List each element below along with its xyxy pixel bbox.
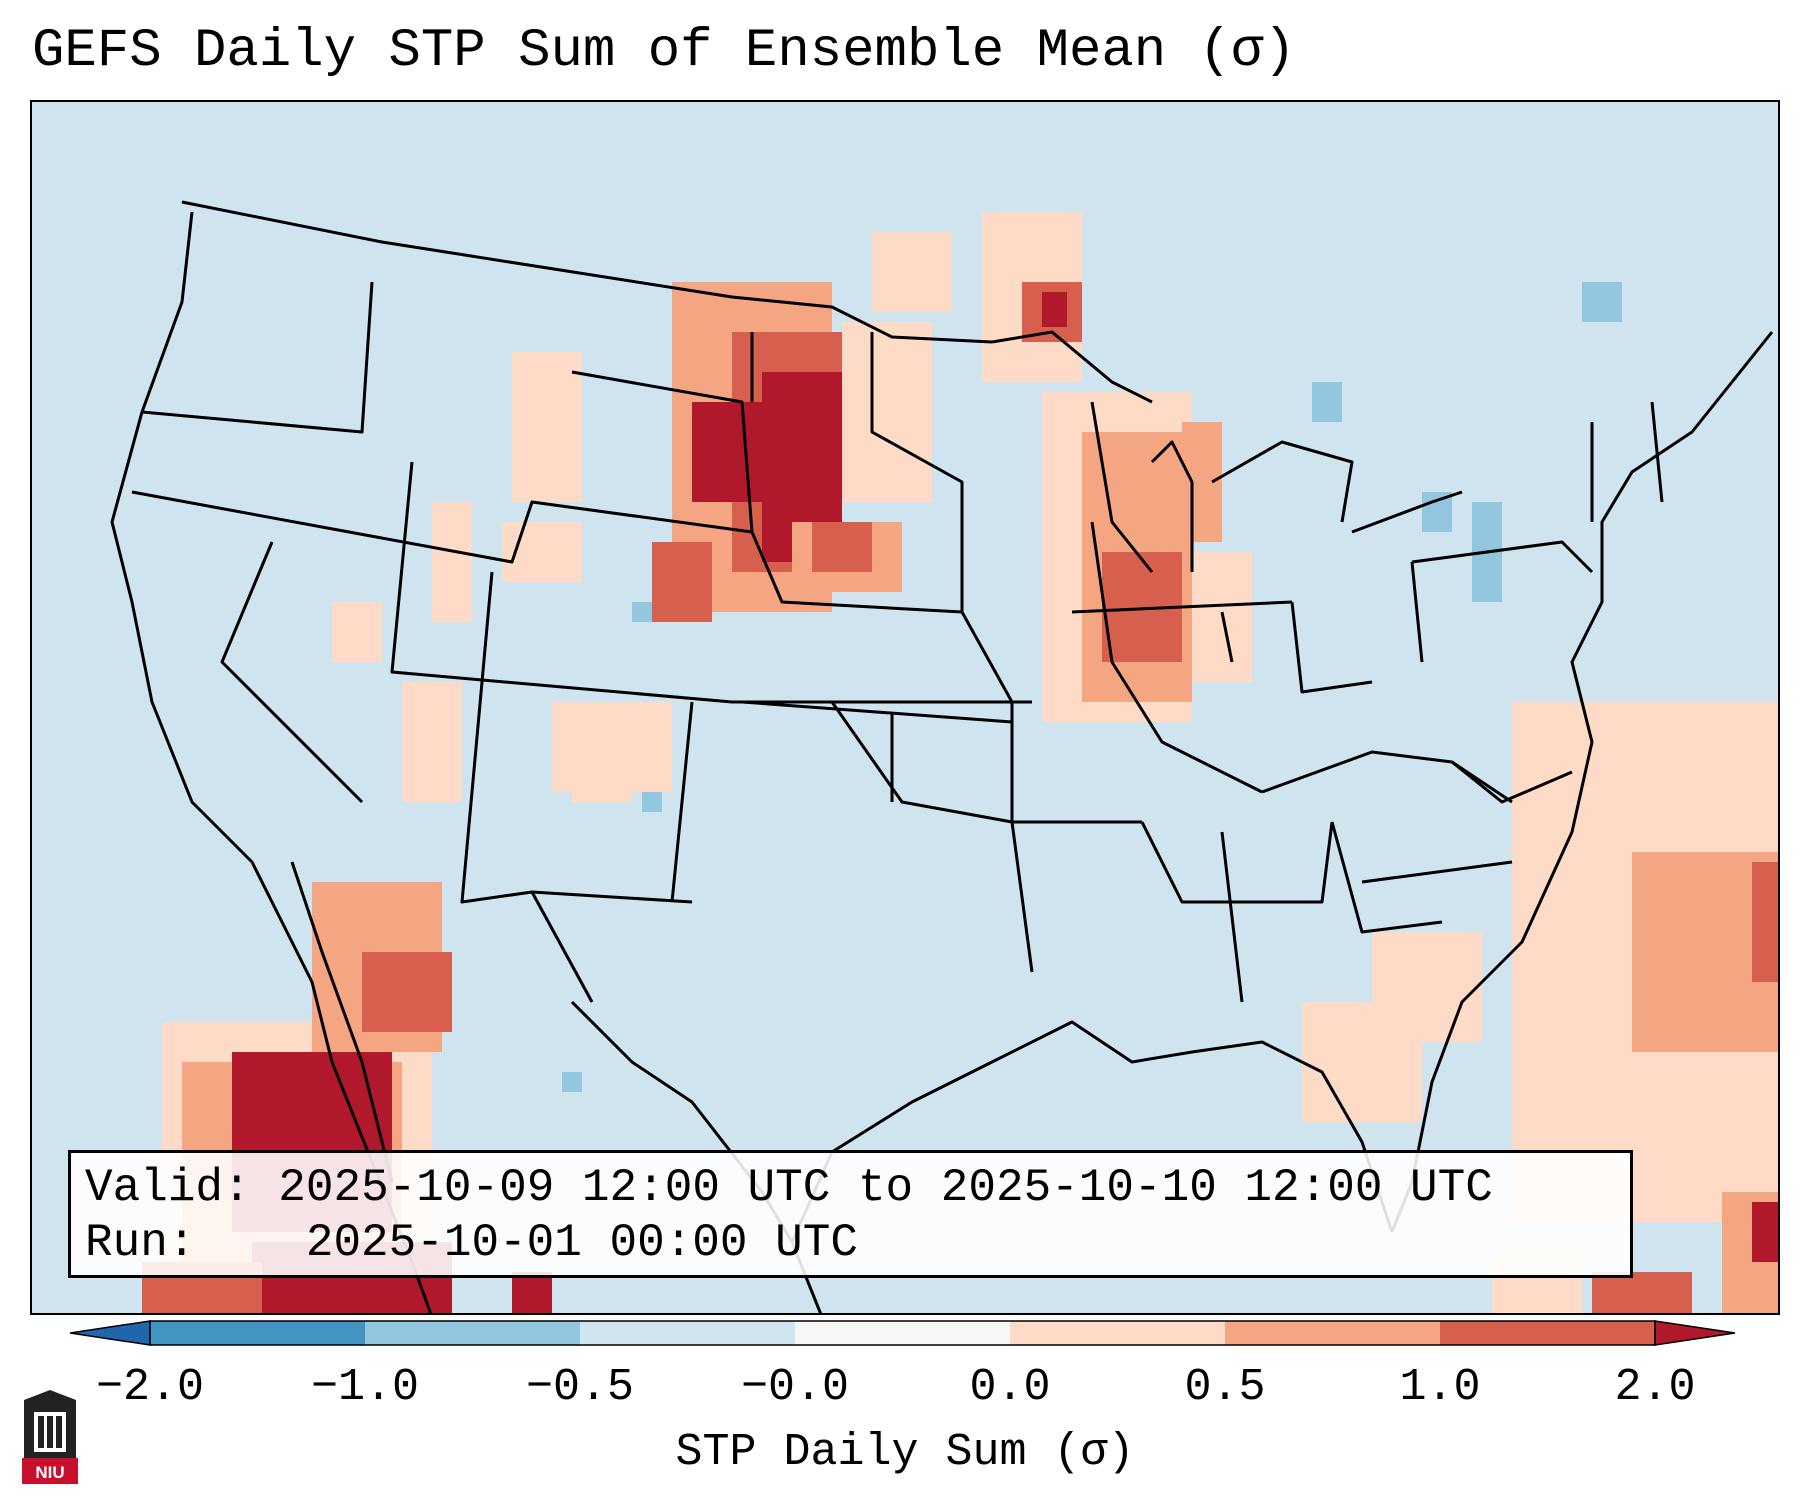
colorbar-bin-6 [1225, 1321, 1440, 1345]
colorbar-bin-3 [580, 1321, 795, 1345]
colorbar-label: STP Daily Sum (σ) [675, 1427, 1135, 1478]
colorbar-over-arrow [1654, 1320, 1736, 1346]
run-line: Run: 2025-10-01 00:00 UTC [85, 1216, 1616, 1271]
stp-anomaly-map [110, 200, 1778, 1313]
colorbar-bin-2 [365, 1321, 580, 1345]
colorbar-tick: 0.5 [1184, 1362, 1266, 1413]
colorbar-tick: 2.0 [1614, 1362, 1696, 1413]
colorbar [70, 1320, 1736, 1346]
colorbar-tick: −2.0 [95, 1362, 205, 1413]
colorbar-bin-7 [1440, 1321, 1655, 1345]
colorbar-bin-1 [150, 1321, 365, 1345]
valid-line: Valid: 2025-10-09 12:00 UTC to 2025-10-1… [85, 1161, 1616, 1216]
colorbar-tick: −0.0 [740, 1362, 850, 1413]
colorbar-tick: 0.0 [969, 1362, 1051, 1413]
boundary-lines [110, 200, 1774, 1313]
colorbar-tick: −0.5 [525, 1362, 635, 1413]
colorbar-bin-5 [1010, 1321, 1225, 1345]
colorbar-tick: −1.0 [310, 1362, 420, 1413]
colorbar-bin-4 [795, 1321, 1010, 1345]
niu-shield-icon: NIU [22, 1390, 78, 1484]
valid-label: Valid: [85, 1162, 251, 1214]
logo-text: NIU [35, 1463, 64, 1482]
map-title: GEFS Daily STP Sum of Ensemble Mean (σ) [32, 21, 1296, 82]
colorbar-tick: 1.0 [1399, 1362, 1481, 1413]
run-value: 2025-10-01 00:00 UTC [305, 1217, 858, 1269]
validity-info-box: Valid: 2025-10-09 12:00 UTC to 2025-10-1… [68, 1150, 1633, 1278]
run-label: Run: [85, 1217, 196, 1269]
map-panel [30, 100, 1780, 1315]
colorbar-under-arrow [70, 1320, 151, 1346]
valid-value: 2025-10-09 12:00 UTC to 2025-10-10 12:00… [278, 1162, 1493, 1214]
